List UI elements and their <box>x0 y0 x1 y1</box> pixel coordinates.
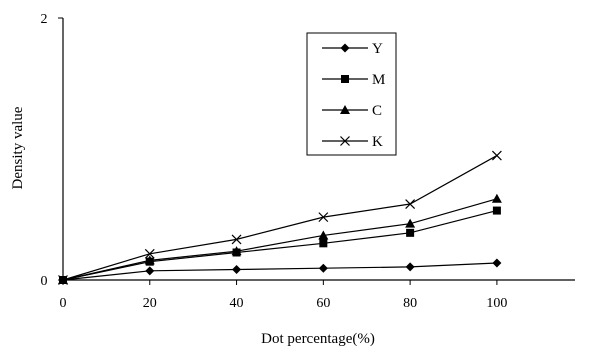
series-line-c <box>62 198 498 281</box>
x-tick-label: 40 <box>230 296 244 311</box>
legend-marker-y <box>340 43 350 53</box>
series-line-m <box>62 209 498 281</box>
x-marker-stroke <box>58 275 68 285</box>
series-line-k <box>62 155 498 281</box>
x-marker-stroke <box>340 136 350 146</box>
legend-label-y: Y <box>372 41 383 57</box>
x-axis-title: Dot percentage(%) <box>261 331 375 347</box>
y-tick-label: 0 <box>41 274 48 289</box>
data-point-c <box>405 218 416 228</box>
series-m <box>59 206 501 284</box>
legend-item-m: M <box>322 72 385 88</box>
y-axis-title: Density value <box>10 106 26 189</box>
data-point-m <box>406 228 415 237</box>
series-c <box>58 193 502 284</box>
legend-label-k: K <box>372 134 383 150</box>
series-k <box>58 150 502 285</box>
x-tick-label: 0 <box>60 296 67 311</box>
data-point-y <box>405 262 415 272</box>
x-tick-label: 20 <box>143 296 157 311</box>
data-point-y <box>145 266 155 276</box>
x-tick-label: 80 <box>403 296 417 311</box>
axes <box>62 18 575 281</box>
x-marker-stroke <box>318 212 329 223</box>
data-point-k <box>318 212 329 223</box>
data-point-c <box>231 246 242 256</box>
data-point-c <box>144 255 155 265</box>
series-layer <box>58 150 502 285</box>
legend-marker-k <box>340 136 350 146</box>
data-point-c <box>491 193 502 203</box>
data-point-k <box>231 234 242 245</box>
data-point-y <box>492 258 502 268</box>
x-marker-stroke <box>491 150 502 161</box>
legend-label-c: C <box>372 103 382 119</box>
legend-item-c: C <box>322 103 382 119</box>
legend-item-k: K <box>322 134 383 150</box>
data-point-c <box>318 230 329 240</box>
x-tick-label: 100 <box>486 296 507 311</box>
ticks: 0 20 40 60 80 100 0 2 <box>41 12 508 311</box>
legend-item-y: Y <box>322 41 383 57</box>
legend-label-m: M <box>372 72 385 88</box>
legend-marker-c <box>340 105 350 114</box>
x-tick-label: 60 <box>316 296 330 311</box>
data-point-k <box>58 275 68 285</box>
legend-box <box>306 32 397 156</box>
x-marker-stroke <box>405 199 416 209</box>
data-point-y <box>318 263 328 273</box>
data-point-k <box>405 199 416 209</box>
legend-marker-m <box>341 75 349 83</box>
data-point-k <box>144 248 155 259</box>
data-point-y <box>232 265 242 275</box>
series-line-y <box>62 262 497 281</box>
x-marker-stroke <box>144 248 155 259</box>
data-point-m <box>492 206 501 215</box>
x-marker-stroke <box>231 234 242 245</box>
y-tick-label: 2 <box>41 12 48 27</box>
data-point-m <box>319 239 328 248</box>
data-point-k <box>491 150 502 161</box>
